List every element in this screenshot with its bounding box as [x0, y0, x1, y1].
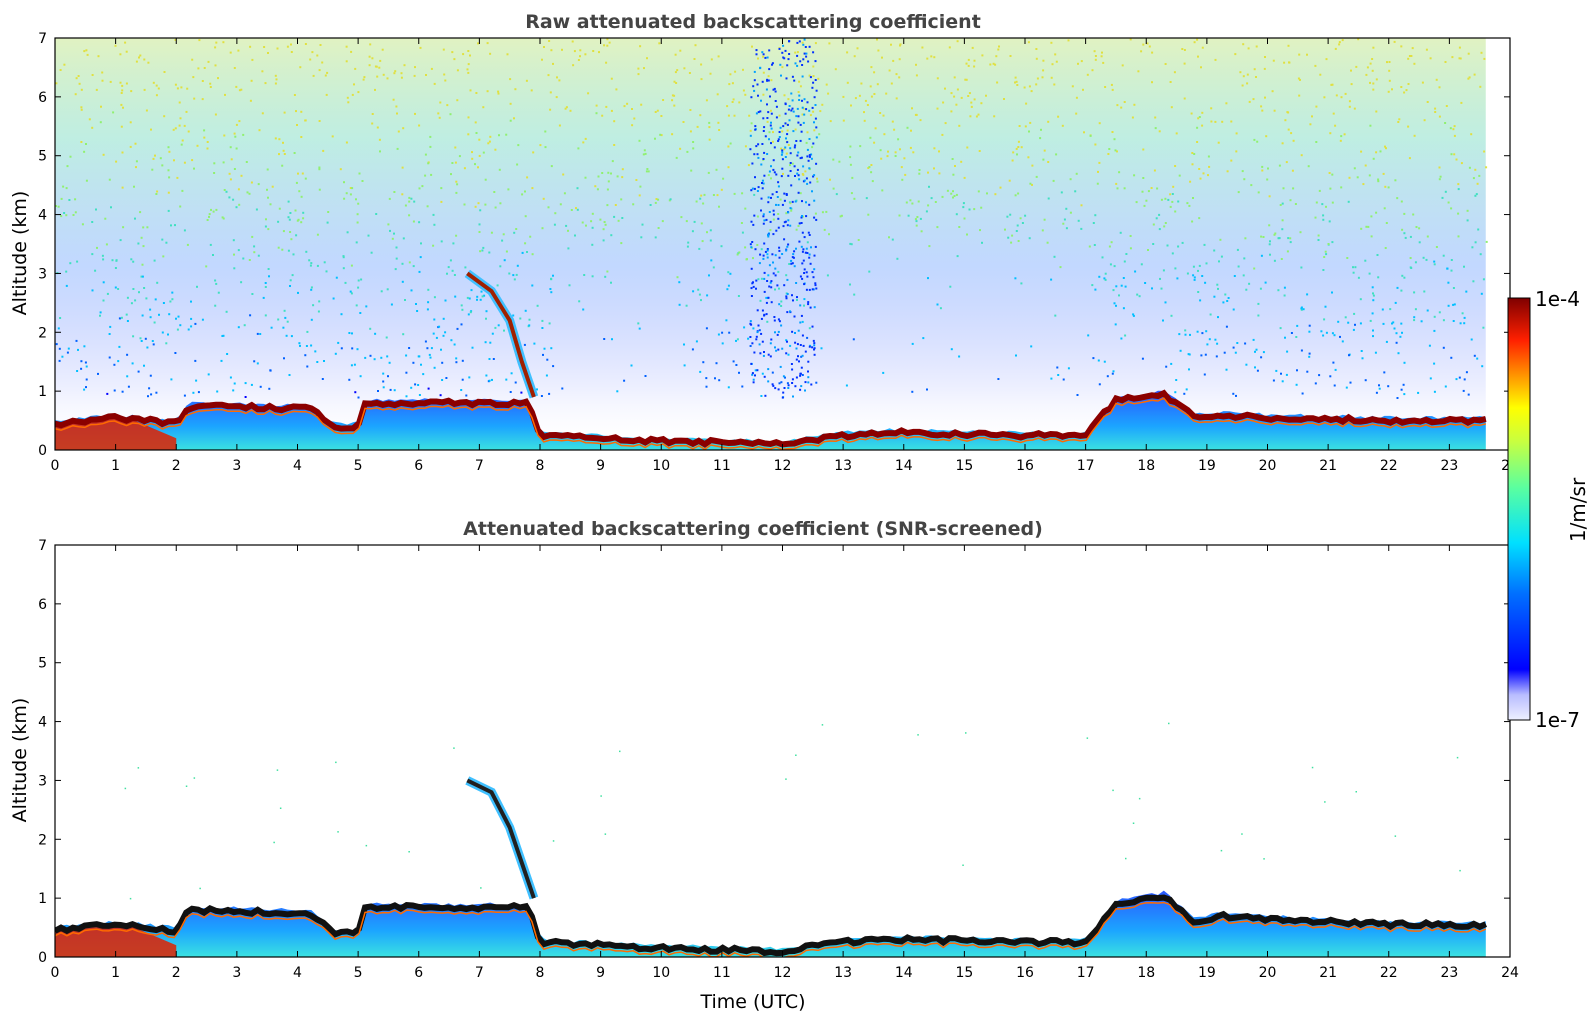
snr-screened-panel: Attenuated backscattering coefficient (S… — [9, 518, 1519, 1013]
x-tick-label: 5 — [354, 965, 363, 981]
panel1-title: Raw attenuated backscattering coefficien… — [525, 11, 981, 33]
y-tick-label: 2 — [38, 325, 47, 341]
boundary-layer-aerosol — [55, 890, 1486, 957]
x-tick-label: 11 — [713, 458, 731, 474]
panel1-y-label: Altitude (km) — [9, 191, 31, 316]
y-tick-label: 3 — [38, 773, 47, 789]
y-tick-label: 4 — [38, 715, 47, 731]
y-tick-label: 1 — [38, 384, 47, 400]
x-tick-label: 15 — [955, 458, 973, 474]
x-tick-label: 14 — [895, 965, 913, 981]
colorbar-min-label: 1e-7 — [1535, 708, 1580, 732]
raw-backscatter-panel: Raw attenuated backscattering coefficien… — [9, 11, 1519, 474]
panel2-y-label: Altitude (km) — [9, 698, 31, 823]
y-tick-label: 5 — [38, 149, 47, 165]
x-tick-label: 6 — [414, 458, 423, 474]
x-tick-label: 7 — [475, 965, 484, 981]
x-tick-label: 11 — [713, 965, 731, 981]
x-tick-label: 15 — [955, 965, 973, 981]
x-tick-label: 5 — [354, 458, 363, 474]
y-tick-label: 7 — [38, 538, 47, 554]
boundary-layer-top — [55, 894, 1488, 957]
y-tick-label: 4 — [38, 208, 47, 224]
x-tick-label: 1 — [111, 458, 120, 474]
y-tick-label: 0 — [38, 950, 47, 966]
x-tick-label: 21 — [1319, 965, 1337, 981]
colorbar-gradient — [1507, 297, 1531, 721]
y-tick-label: 7 — [38, 31, 47, 47]
y-tick-label: 5 — [38, 656, 47, 672]
x-tick-label: 8 — [536, 965, 545, 981]
panel2-title: Attenuated backscattering coefficient (S… — [463, 518, 1043, 540]
x-tick-label: 14 — [895, 458, 913, 474]
x-tick-label: 21 — [1319, 458, 1337, 474]
x-tick-label: 13 — [834, 965, 852, 981]
y-tick-label: 2 — [38, 832, 47, 848]
x-tick-label: 13 — [834, 458, 852, 474]
x-tick-label: 3 — [232, 458, 241, 474]
x-tick-label: 8 — [536, 458, 545, 474]
x-tick-label: 17 — [1077, 965, 1095, 981]
x-tick-label: 22 — [1380, 458, 1398, 474]
x-tick-label: 24 — [1501, 965, 1519, 981]
panel2-heatmap — [55, 722, 1488, 957]
y-tick-label: 0 — [38, 443, 47, 459]
x-tick-label: 1 — [111, 965, 120, 981]
x-tick-label: 20 — [1259, 965, 1277, 981]
x-tick-label: 22 — [1380, 965, 1398, 981]
panel1-y-axis: 0 1 2 3 4 5 6 7 — [38, 31, 1510, 459]
y-tick-label: 6 — [38, 597, 47, 613]
x-tick-label: 2 — [172, 965, 181, 981]
colorbar: 1e-4 1e-7 1/m/sr — [1507, 287, 1590, 732]
x-tick-label: 17 — [1077, 458, 1095, 474]
x-tick-label: 0 — [51, 965, 60, 981]
panel2-x-label: Time (UTC) — [699, 991, 805, 1013]
x-tick-label: 12 — [774, 965, 792, 981]
noise-background — [55, 38, 1486, 450]
boundary-layer-edge — [55, 397, 1486, 450]
noise-speckles — [55, 38, 1488, 399]
x-tick-label: 16 — [1016, 458, 1034, 474]
panel2-x-axis: 0 1 2 3 4 5 6 7 8 9 10 11 12 13 14 15 16 17 18 19 20 21 22 23 24 — [51, 545, 1519, 981]
x-tick-label: 6 — [414, 965, 423, 981]
x-tick-label: 18 — [1137, 965, 1155, 981]
x-tick-label: 2 — [172, 458, 181, 474]
x-tick-label: 23 — [1440, 965, 1458, 981]
colorbar-units-label: 1/m/sr — [1566, 477, 1590, 542]
x-tick-label: 18 — [1137, 458, 1155, 474]
panel2-y-axis: 0 1 2 3 4 5 6 7 — [38, 538, 1510, 966]
screened-speckles — [124, 722, 1461, 900]
panel2-frame — [54, 544, 1511, 958]
noise-curtain — [749, 38, 818, 399]
cloud-streak — [466, 778, 536, 899]
y-tick-label: 6 — [38, 90, 47, 106]
x-tick-label: 4 — [293, 965, 302, 981]
x-tick-label: 10 — [652, 458, 670, 474]
x-tick-label: 12 — [774, 458, 792, 474]
boundary-layer-top — [55, 389, 1487, 448]
panel1-heatmap — [55, 38, 1488, 450]
x-tick-label: 4 — [293, 458, 302, 474]
cloud-streak — [466, 271, 536, 398]
y-tick-label: 1 — [38, 891, 47, 907]
x-tick-label: 0 — [51, 458, 60, 474]
x-tick-label: 19 — [1198, 965, 1216, 981]
y-tick-label: 3 — [38, 266, 47, 282]
x-tick-label: 3 — [232, 965, 241, 981]
x-tick-label: 9 — [596, 458, 605, 474]
x-tick-label: 20 — [1259, 458, 1277, 474]
x-tick-label: 9 — [596, 965, 605, 981]
colorbar-max-label: 1e-4 — [1535, 287, 1580, 311]
x-tick-label: 10 — [652, 965, 670, 981]
x-tick-label: 23 — [1440, 458, 1458, 474]
x-tick-label: 16 — [1016, 965, 1034, 981]
cloud-streak-halo — [465, 776, 539, 900]
x-tick-label: 7 — [475, 458, 484, 474]
x-tick-label: 19 — [1198, 458, 1216, 474]
boundary-layer-edge — [55, 901, 1487, 957]
